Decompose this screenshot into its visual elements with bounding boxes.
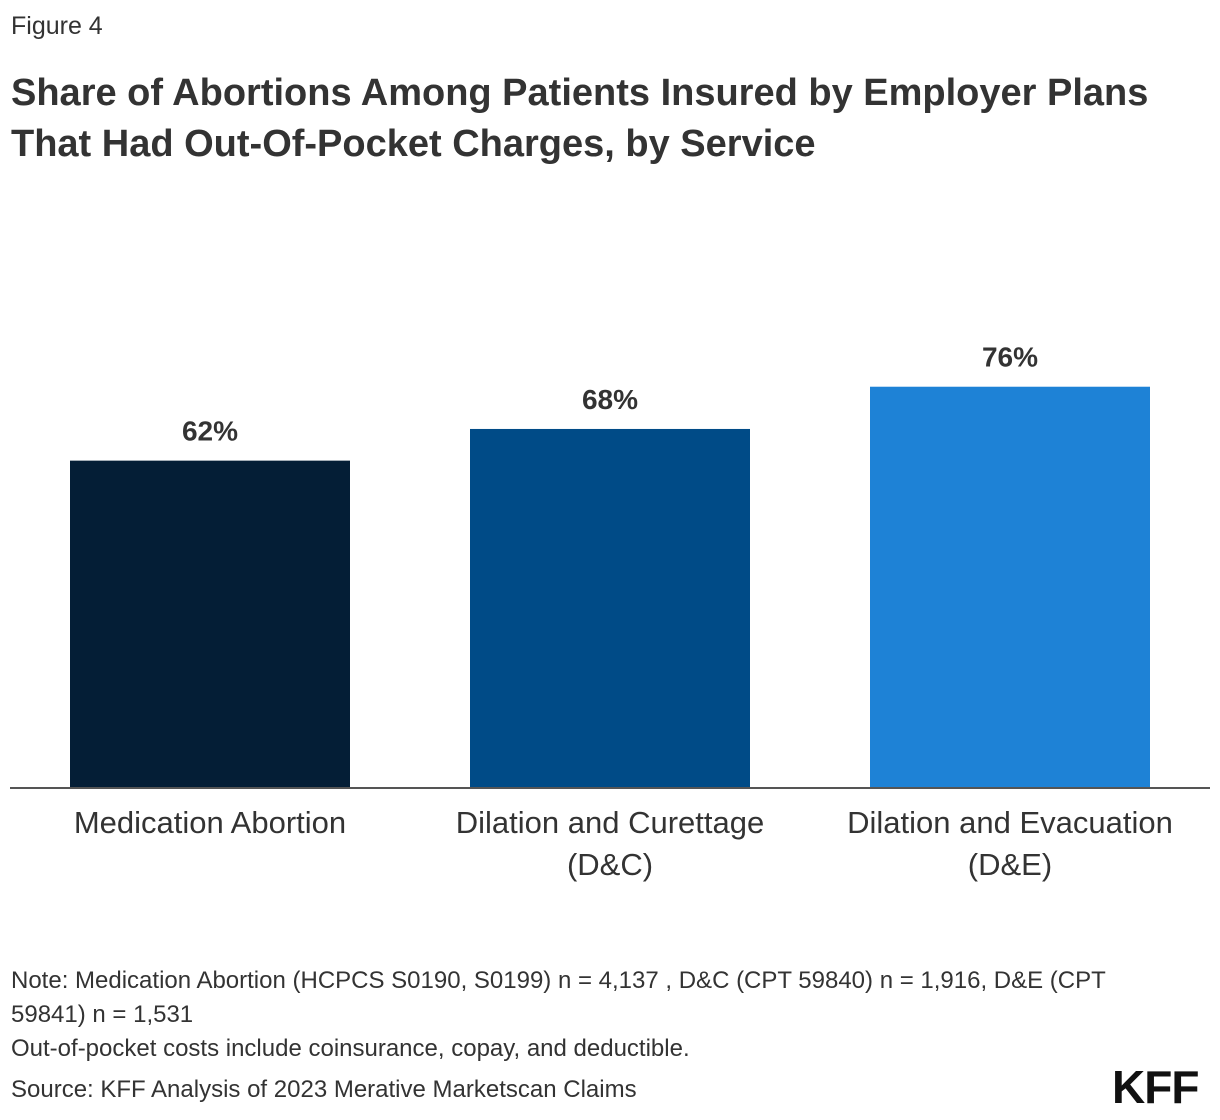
kff-logo: KFF — [1112, 1061, 1199, 1113]
category-label-2-line-1: Dilation and Curettage — [456, 805, 764, 840]
category-label-2-line-2: (D&C) — [567, 847, 653, 882]
category-label-3-line-1: Dilation and Evacuation — [847, 805, 1173, 840]
bar-1 — [70, 460, 350, 788]
bar-value-label-1: 62% — [182, 416, 238, 447]
chart-notes: Note: Medication Abortion (HCPCS S0190, … — [11, 964, 1111, 1066]
bar-value-label-3: 76% — [982, 342, 1038, 373]
chart-source: Source: KFF Analysis of 2023 Merative Ma… — [11, 1076, 637, 1103]
note-sample-sizes: Note: Medication Abortion (HCPCS S0190, … — [11, 967, 1106, 1028]
bar-value-label-2: 68% — [582, 384, 638, 415]
category-label-3-line-2: (D&E) — [968, 847, 1052, 882]
category-label-1-line-1: Medication Abortion — [74, 805, 346, 840]
bar-2 — [470, 428, 750, 788]
figure-label: Figure 4 — [11, 12, 103, 40]
bar-chart: 62% Medication Abortion 68% Dilation and Cu… — [10, 342, 1210, 882]
bar-3 — [870, 386, 1150, 788]
note-cost-definition: Out-of-pocket costs include coinsurance,… — [11, 1035, 690, 1062]
chart-title: Share of Abortions Among Patients Insure… — [11, 72, 1149, 165]
